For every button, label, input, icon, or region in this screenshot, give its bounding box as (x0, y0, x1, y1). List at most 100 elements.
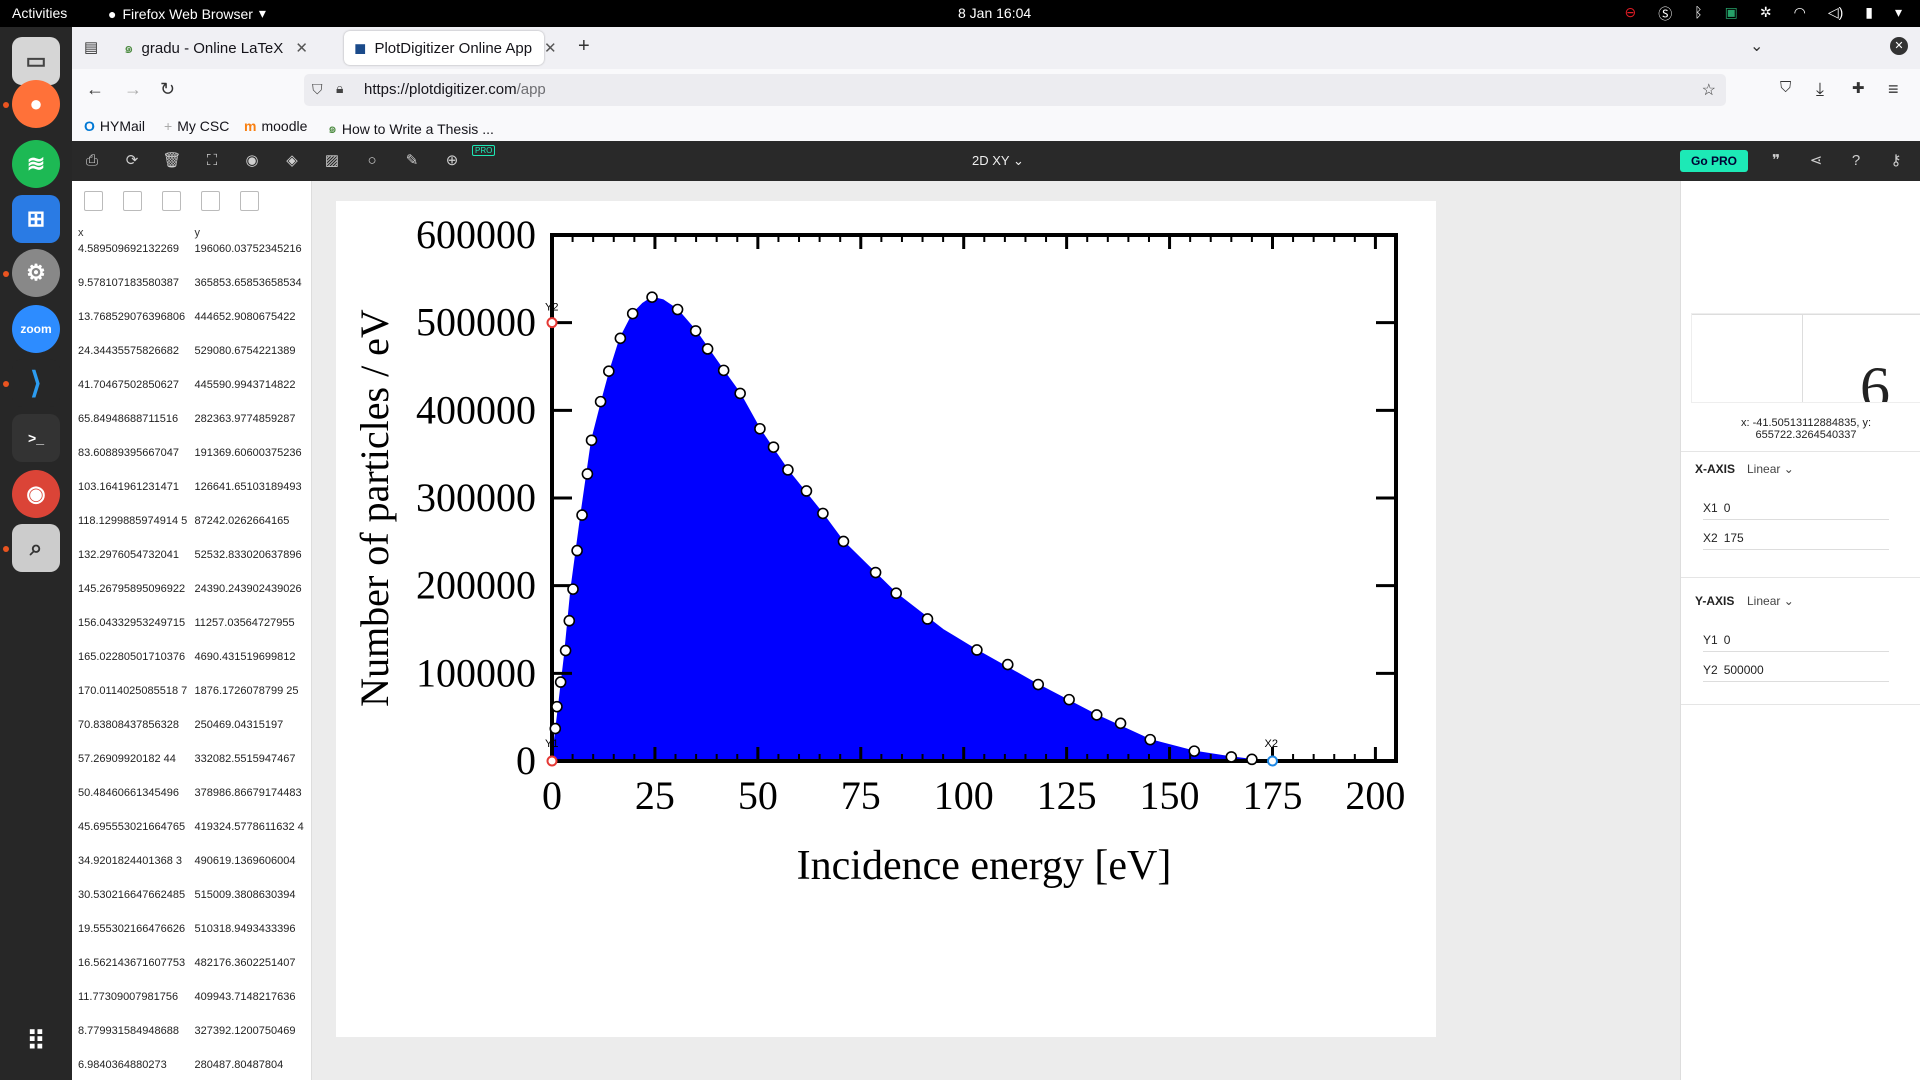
table-row[interactable]: 41.70467502850627 445590.9943714822 (72, 377, 311, 411)
menu-icon[interactable]: ≡ (1888, 79, 1899, 99)
battery-icon[interactable]: ▮ (1865, 4, 1873, 20)
power-menu-icon[interactable]: ▾ (1894, 4, 1902, 20)
copy-icon[interactable] (84, 191, 103, 211)
table-row[interactable]: 13.768529076396806 444652.9080675422 (72, 309, 311, 343)
tab-plotdigitizer[interactable]: ◼ PlotDigitizer Online App ✕ (344, 31, 557, 65)
circle-icon[interactable]: ○ (367, 152, 377, 169)
clock[interactable]: 8 Jan 16:04 (958, 5, 1032, 21)
quote-icon[interactable]: ❞ (1771, 152, 1781, 169)
wifi-icon[interactable]: ◠ (1793, 4, 1806, 20)
bookmark-star-icon[interactable]: ☆ (1701, 82, 1716, 99)
target-icon[interactable]: ⊕ (445, 152, 459, 169)
table-row[interactable]: 156.04332953249715 11257.03564727955 (72, 615, 311, 649)
refresh-icon[interactable]: ⟳ (125, 152, 139, 169)
mode-selector[interactable]: 2D XY ⌄ (972, 153, 1024, 169)
zoom-icon[interactable]: zoom (12, 305, 60, 353)
help-icon[interactable]: ? (1851, 152, 1861, 169)
table-row[interactable]: 70.83808437856328 250469.04315197 (72, 717, 311, 751)
close-tab-icon[interactable]: ✕ (544, 40, 557, 57)
y2-field[interactable]: Y2 500000 (1703, 658, 1889, 682)
settings-icon[interactable]: ⚙ (12, 249, 60, 297)
extensions-icon[interactable]: ✚ (1852, 80, 1865, 97)
table-row[interactable]: 65.84948688711516 282363.9774859287 (72, 411, 311, 445)
table-row[interactable]: 6.9840364880273 280487.80487804 (72, 1057, 311, 1080)
forward-icon[interactable]: → (124, 79, 142, 99)
export-txt-icon[interactable] (240, 191, 259, 211)
firefox-view-icon[interactable]: ▤ (84, 39, 99, 56)
list-all-tabs-icon[interactable]: ⌄ (1750, 38, 1764, 55)
pocket-icon[interactable]: ⛉ (1780, 79, 1792, 96)
firefox-icon[interactable]: ● (12, 80, 60, 128)
table-row[interactable]: 30.530216647662485 515009.3808630394 (72, 887, 311, 921)
edit-icon[interactable]: ✎ (405, 152, 419, 169)
table-row[interactable]: 145.26795895096922 24390.243902439026 (72, 581, 311, 615)
files-icon[interactable]: ▭ (12, 37, 60, 85)
bookmark-my-csc[interactable]: + My CSC (164, 118, 229, 134)
key-icon[interactable]: ⚷ (1890, 152, 1902, 169)
fullscreen-icon[interactable]: ⛶ (206, 152, 218, 169)
table-row[interactable]: 16.562143671607753 482176.3602251407 (72, 955, 311, 989)
canvas-area[interactable]: 0 25 50 75 100 125 150 175 200 0 100000 200000 30000… (312, 181, 1680, 1080)
search-icon[interactable]: ⌕ (12, 524, 60, 572)
x2-field[interactable]: X2 175 (1703, 526, 1889, 550)
export-json-icon[interactable] (201, 191, 220, 211)
activities-button[interactable]: Activities (12, 5, 68, 21)
volume-icon[interactable]: ◁) (1827, 4, 1844, 20)
system-tray[interactable]: ⊖ Ⓢ ᛒ ▣ ✲ ◠ ◁) ▮ ▾ (1624, 4, 1902, 24)
chart-svg[interactable]: 0 25 50 75 100 125 150 175 200 0 100000 200000 30000… (336, 201, 1436, 1037)
eye-icon[interactable]: ◉ (245, 152, 259, 169)
settings-indicator-icon[interactable]: ✲ (1759, 4, 1772, 20)
table-row[interactable]: 57.26909920182 44 332082.5515947467 (72, 751, 311, 785)
y1-field[interactable]: Y1 0 (1703, 628, 1889, 652)
tab-latex-editor[interactable]: ๑ gradu - Online LaTeX Edit ✕ (114, 31, 318, 65)
close-tab-icon[interactable]: ✕ (295, 40, 308, 57)
app-grid-icon[interactable]: ⠿ (26, 1025, 46, 1056)
chrome-icon[interactable]: ◉ (12, 470, 60, 518)
table-row[interactable]: 4.589509692132269 196060.03752345216 (72, 241, 311, 275)
tracking-protection-icon[interactable]: ⛉ (312, 81, 323, 97)
bookmark-thesis[interactable]: ๑ How to Write a Thesis ... (328, 118, 494, 140)
table-row[interactable]: 83.60889395667047 191369.60600375236 (72, 445, 311, 479)
bookmark-moodle[interactable]: m moodle (244, 118, 307, 134)
table-row[interactable]: 9.578107183580387 365853.65853658534 (72, 275, 311, 309)
table-row[interactable]: 19.555302166476626 510318.9493433396 (72, 921, 311, 955)
app-indicator-icon[interactable]: ▣ (1724, 4, 1738, 20)
table-row[interactable]: 50.48460661345496 378986.86679174483 (72, 785, 311, 819)
do-not-disturb-icon[interactable]: ⊖ (1624, 4, 1637, 20)
url-bar[interactable]: ⛉ 🔒︎ https://plotdigitizer.com/app ☆ (304, 74, 1726, 106)
skype-icon[interactable]: Ⓢ (1658, 6, 1673, 22)
downloads-icon[interactable]: ⤓ (1816, 79, 1824, 99)
table-row[interactable]: 8.779931584948688 327392.1200750469 (72, 1023, 311, 1057)
app-menu[interactable]: ● Firefox Web Browser ▾ (108, 5, 266, 22)
vscode-icon[interactable]: ⟩ (12, 359, 60, 407)
spotify-icon[interactable]: ≋ (12, 140, 60, 188)
export-xls-icon[interactable] (162, 191, 181, 211)
reload-icon[interactable]: ↻ (160, 79, 176, 99)
layers-icon[interactable]: ◈ (286, 152, 298, 169)
image-icon[interactable]: ▨ (324, 152, 340, 169)
table-row[interactable]: 170.0114025085518 7 1876.1726078799 25 (72, 683, 311, 717)
table-row[interactable]: 45.695553021664765 419324.5778611632 4 (72, 819, 311, 853)
table-row[interactable]: 103.1641961231471 126641.65103189493 (72, 479, 311, 513)
table-row[interactable]: 24.34435575826682 529080.6754221389 (72, 343, 311, 377)
software-icon[interactable]: ⊞ (12, 195, 60, 243)
table-row[interactable]: 11.77309007981756 409943.7148217636 (72, 989, 311, 1023)
table-row[interactable]: 118.1299885974914 5 87242.0262664165 (72, 513, 311, 547)
bluetooth-icon[interactable]: ᛒ (1694, 4, 1703, 20)
plot-image[interactable]: 0 25 50 75 100 125 150 175 200 0 100000 200000 30000… (336, 201, 1436, 1037)
lock-icon[interactable]: 🔒︎ (336, 80, 344, 96)
table-row[interactable]: 34.9201824401368 3 490619.1369606004 (72, 853, 311, 887)
table-row[interactable]: 132.2976054732041 52532.833020637896 (72, 547, 311, 581)
share-icon[interactable]: ⋖ (1809, 152, 1823, 169)
bookmark-hymail[interactable]: O HYMail (84, 118, 145, 134)
url-text[interactable]: https://plotdigitizer.com/app (364, 81, 546, 98)
export-csv-icon[interactable] (123, 191, 142, 211)
x1-field[interactable]: X1 0 (1703, 496, 1889, 520)
new-file-icon[interactable]: ⎙ (85, 152, 98, 169)
terminal-icon[interactable]: >_ (12, 414, 60, 462)
go-pro-button[interactable]: Go PRO (1680, 150, 1749, 172)
back-icon[interactable]: ← (86, 79, 104, 99)
table-row[interactable]: 165.02280501710376 4690.431519699812 (72, 649, 311, 683)
trash-icon[interactable]: 🗑︎ (162, 152, 182, 169)
close-window-icon[interactable]: ✕ (1890, 37, 1908, 55)
